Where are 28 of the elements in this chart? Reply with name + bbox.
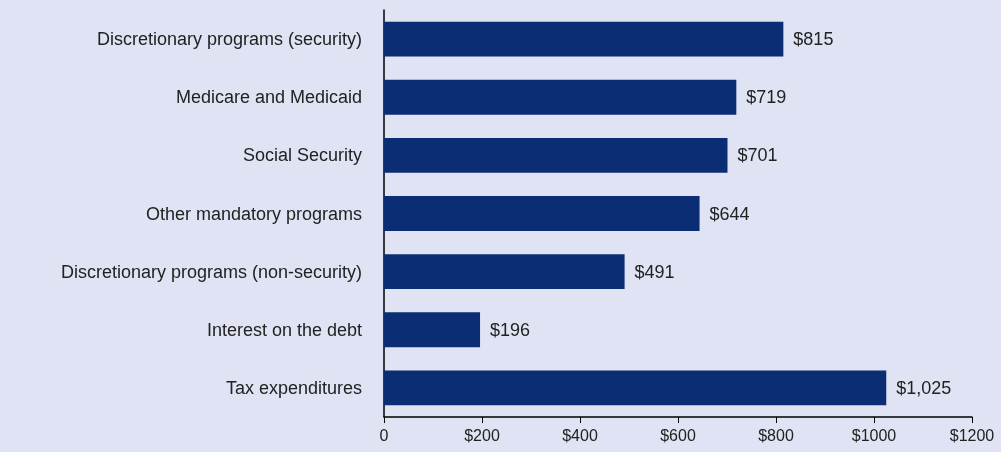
data-label: $196 xyxy=(490,319,531,340)
bar xyxy=(384,196,700,231)
bar xyxy=(384,21,784,57)
x-tick-label: 0 xyxy=(379,426,389,444)
bar xyxy=(384,254,625,290)
data-label: $701 xyxy=(737,145,778,166)
bar xyxy=(384,137,728,173)
x-tick-label: $1000 xyxy=(851,426,897,444)
data-label: $1,025 xyxy=(896,377,952,398)
y-tick-label: Interest on the debt xyxy=(206,319,362,340)
data-label: $815 xyxy=(793,29,834,50)
y-tick-label: Tax expenditures xyxy=(225,377,362,398)
bar xyxy=(384,312,481,348)
x-tick-label: $1200 xyxy=(949,426,995,444)
x-tick-label: $600 xyxy=(660,426,696,444)
bar xyxy=(384,370,887,406)
data-label: $719 xyxy=(746,87,787,108)
y-tick-label: Medicare and Medicaid xyxy=(175,87,362,108)
data-label: $491 xyxy=(634,261,675,282)
data-label: $644 xyxy=(709,203,750,224)
x-tick-label: $800 xyxy=(758,426,794,444)
y-tick-label: Discretionary programs (non-security) xyxy=(60,261,362,282)
y-tick-label: Other mandatory programs xyxy=(145,203,362,224)
x-tick-label: $200 xyxy=(464,426,500,444)
x-tick-label: $400 xyxy=(562,426,598,444)
y-tick-label: Discretionary programs (security) xyxy=(96,29,362,50)
y-tick-label: Social Security xyxy=(242,145,362,166)
bar xyxy=(384,79,737,115)
